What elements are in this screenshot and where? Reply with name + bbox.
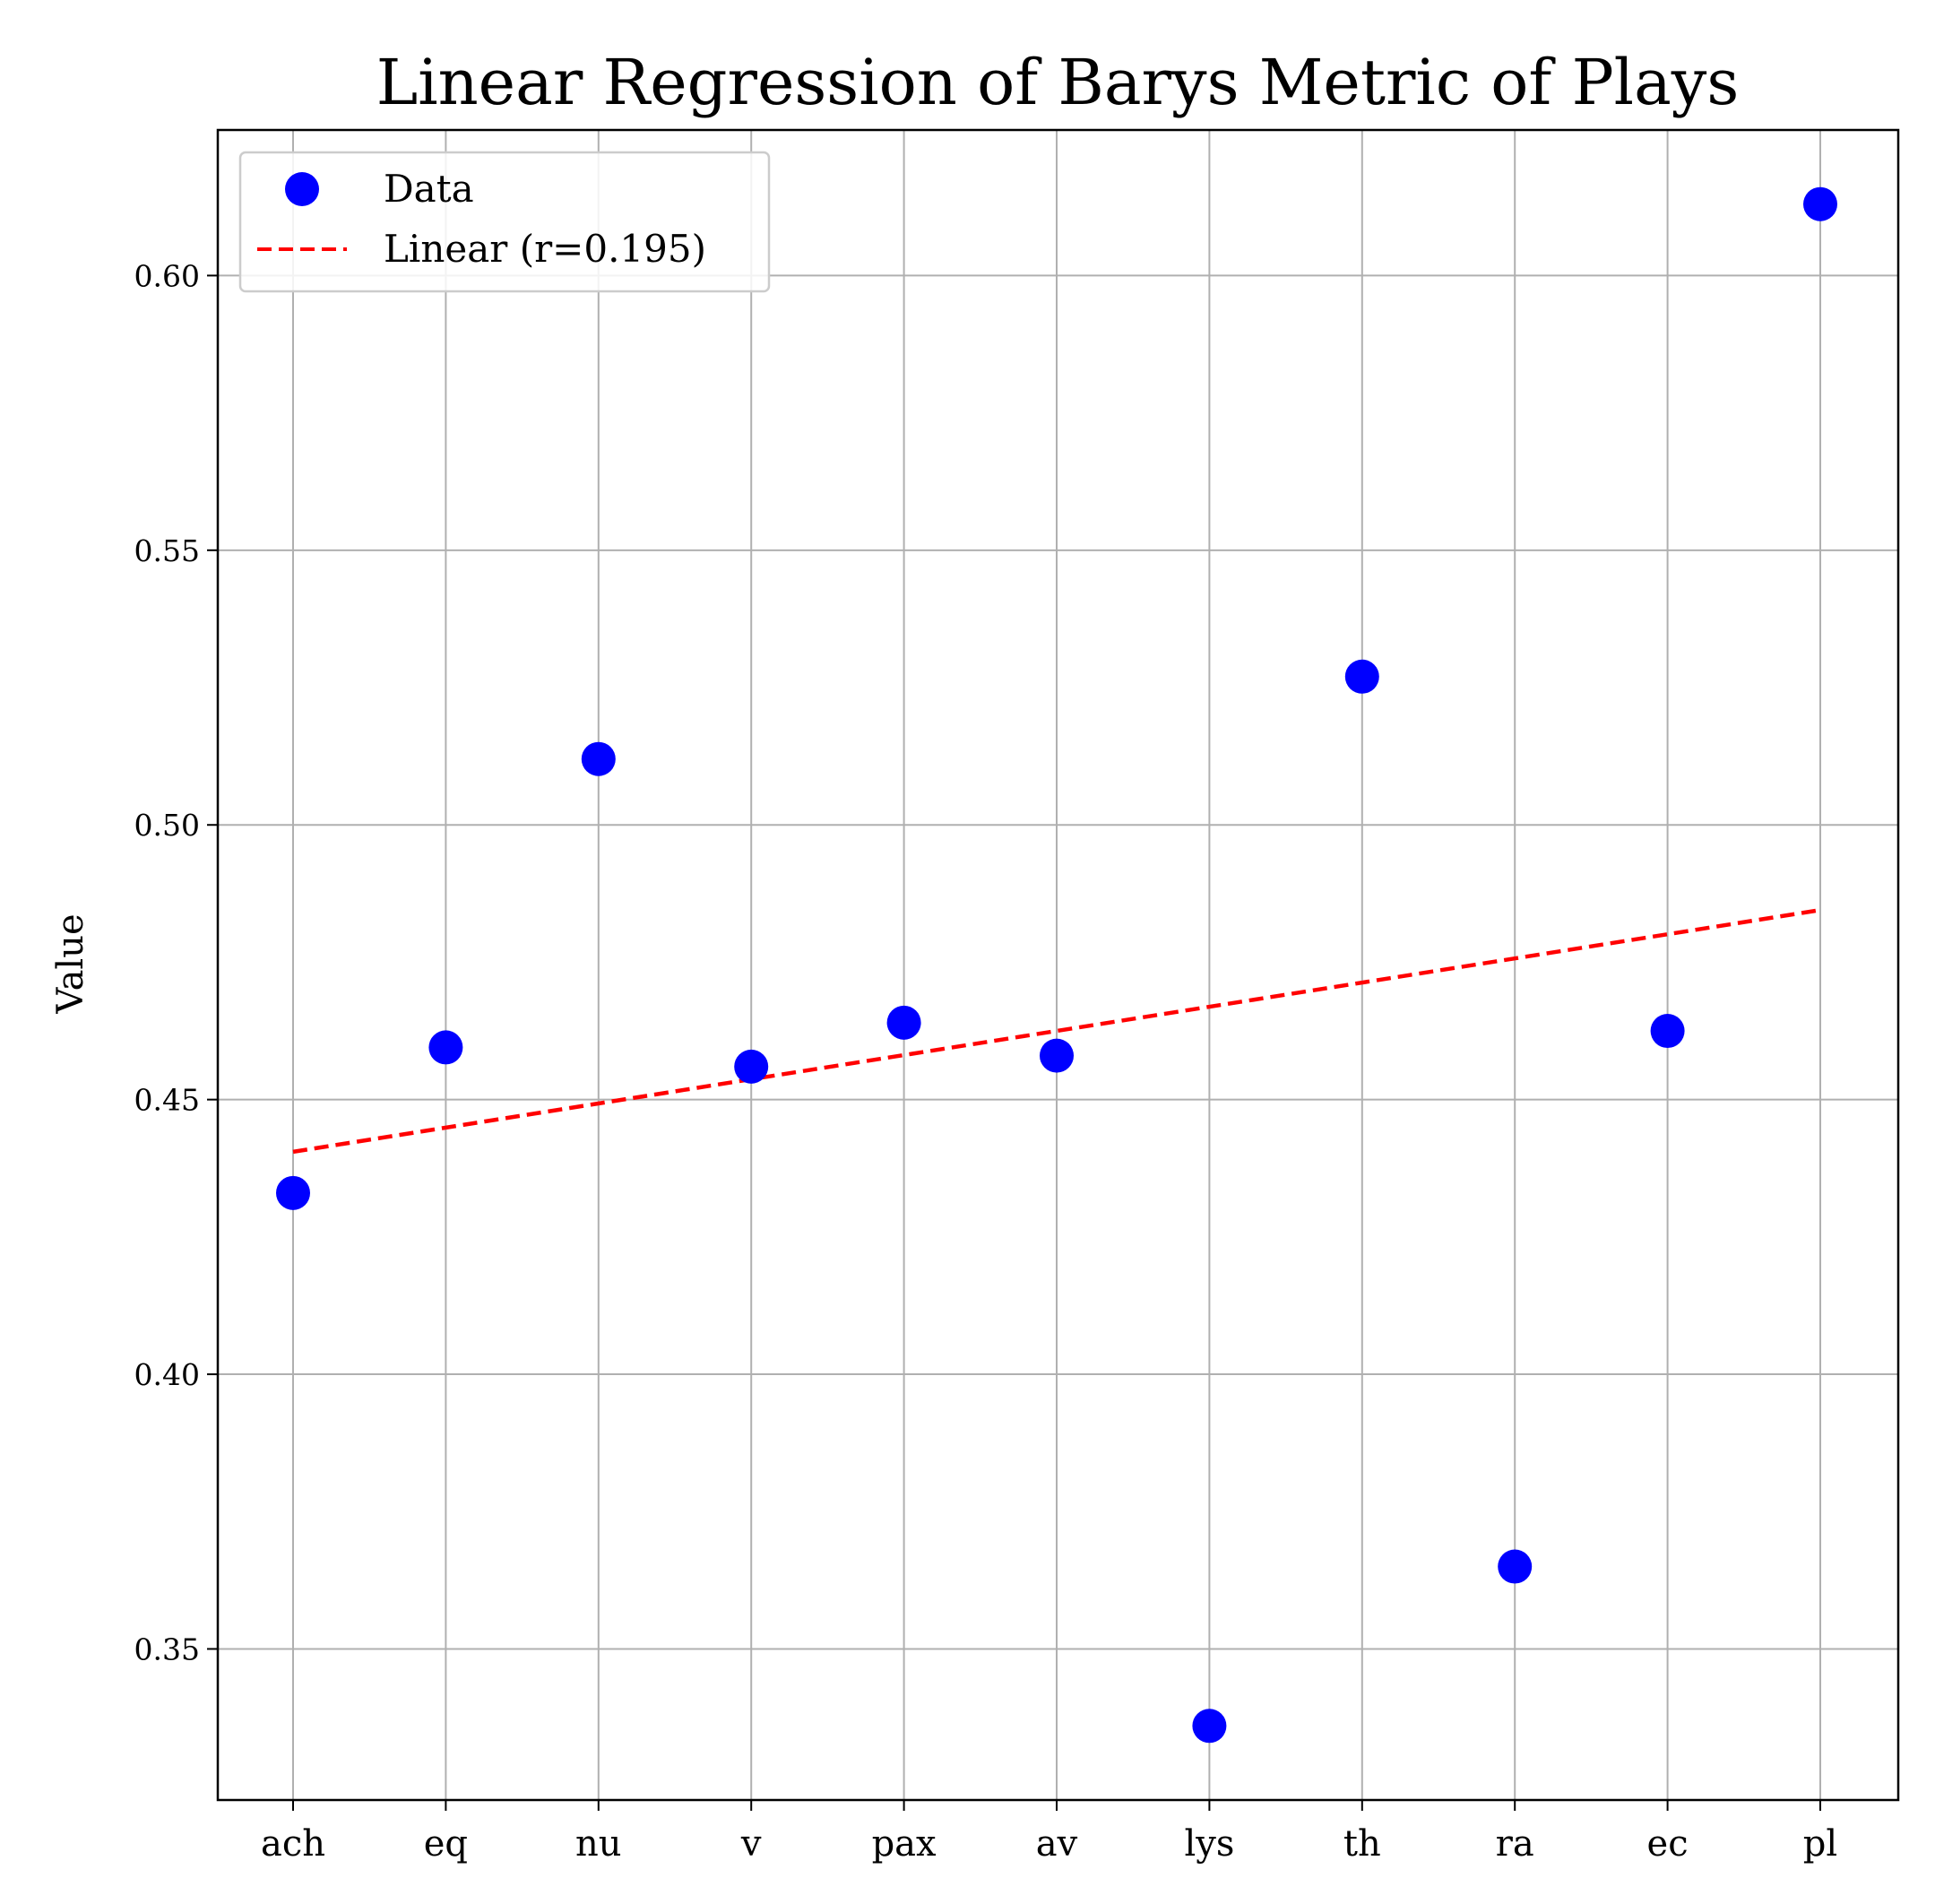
data-point (1498, 1549, 1533, 1584)
plot-frame (216, 128, 1900, 1802)
y-tick-label: 0.60 (134, 258, 200, 293)
x-tick-label: v (740, 1823, 762, 1865)
data-point (1040, 1038, 1074, 1073)
x-tick-label: ach (261, 1823, 325, 1865)
legend-line-label: Linear (r=0.195) (384, 227, 706, 271)
x-tick-label: eq (424, 1823, 468, 1865)
y-tick-label: 0.45 (134, 1083, 200, 1118)
data-point (734, 1049, 769, 1084)
y-axis-ticks: 0.35 0.40 0.45 0.50 0.55 0.60 (134, 258, 218, 1666)
legend-box (238, 151, 771, 293)
x-tick-label: lys (1184, 1823, 1234, 1865)
x-axis-ticks: ach eq nu v pax av lys th ra ec pl (261, 1800, 1837, 1865)
data-point (1650, 1014, 1685, 1049)
x-tick-label: ra (1496, 1823, 1534, 1865)
data-point (276, 1175, 310, 1210)
x-tick-label: th (1343, 1823, 1381, 1865)
grid (218, 130, 1898, 1800)
data-point (1344, 659, 1379, 694)
data-point (1803, 186, 1837, 221)
x-tick-label: av (1036, 1823, 1078, 1865)
y-tick-label: 0.55 (134, 533, 200, 568)
chart-title: Linear Regression of Barys Metric of Pla… (376, 46, 1740, 119)
data-point (1192, 1709, 1227, 1744)
x-tick-label: nu (575, 1823, 622, 1865)
x-tick-label: pax (872, 1823, 937, 1865)
data-point (428, 1030, 463, 1065)
legend-data-label: Data (384, 167, 474, 211)
y-axis-label: Value (50, 913, 91, 1014)
data-point (886, 1005, 921, 1040)
legend: Data Linear (r=0.195) (238, 151, 771, 293)
legend-data-marker (285, 172, 319, 206)
y-tick-label: 0.35 (134, 1631, 200, 1666)
x-tick-label: ec (1647, 1823, 1689, 1865)
y-tick-label: 0.50 (134, 808, 200, 843)
data-point (581, 741, 616, 776)
y-tick-label: 0.40 (134, 1357, 200, 1392)
data-points (276, 186, 1837, 1744)
x-tick-label: pl (1803, 1823, 1837, 1865)
